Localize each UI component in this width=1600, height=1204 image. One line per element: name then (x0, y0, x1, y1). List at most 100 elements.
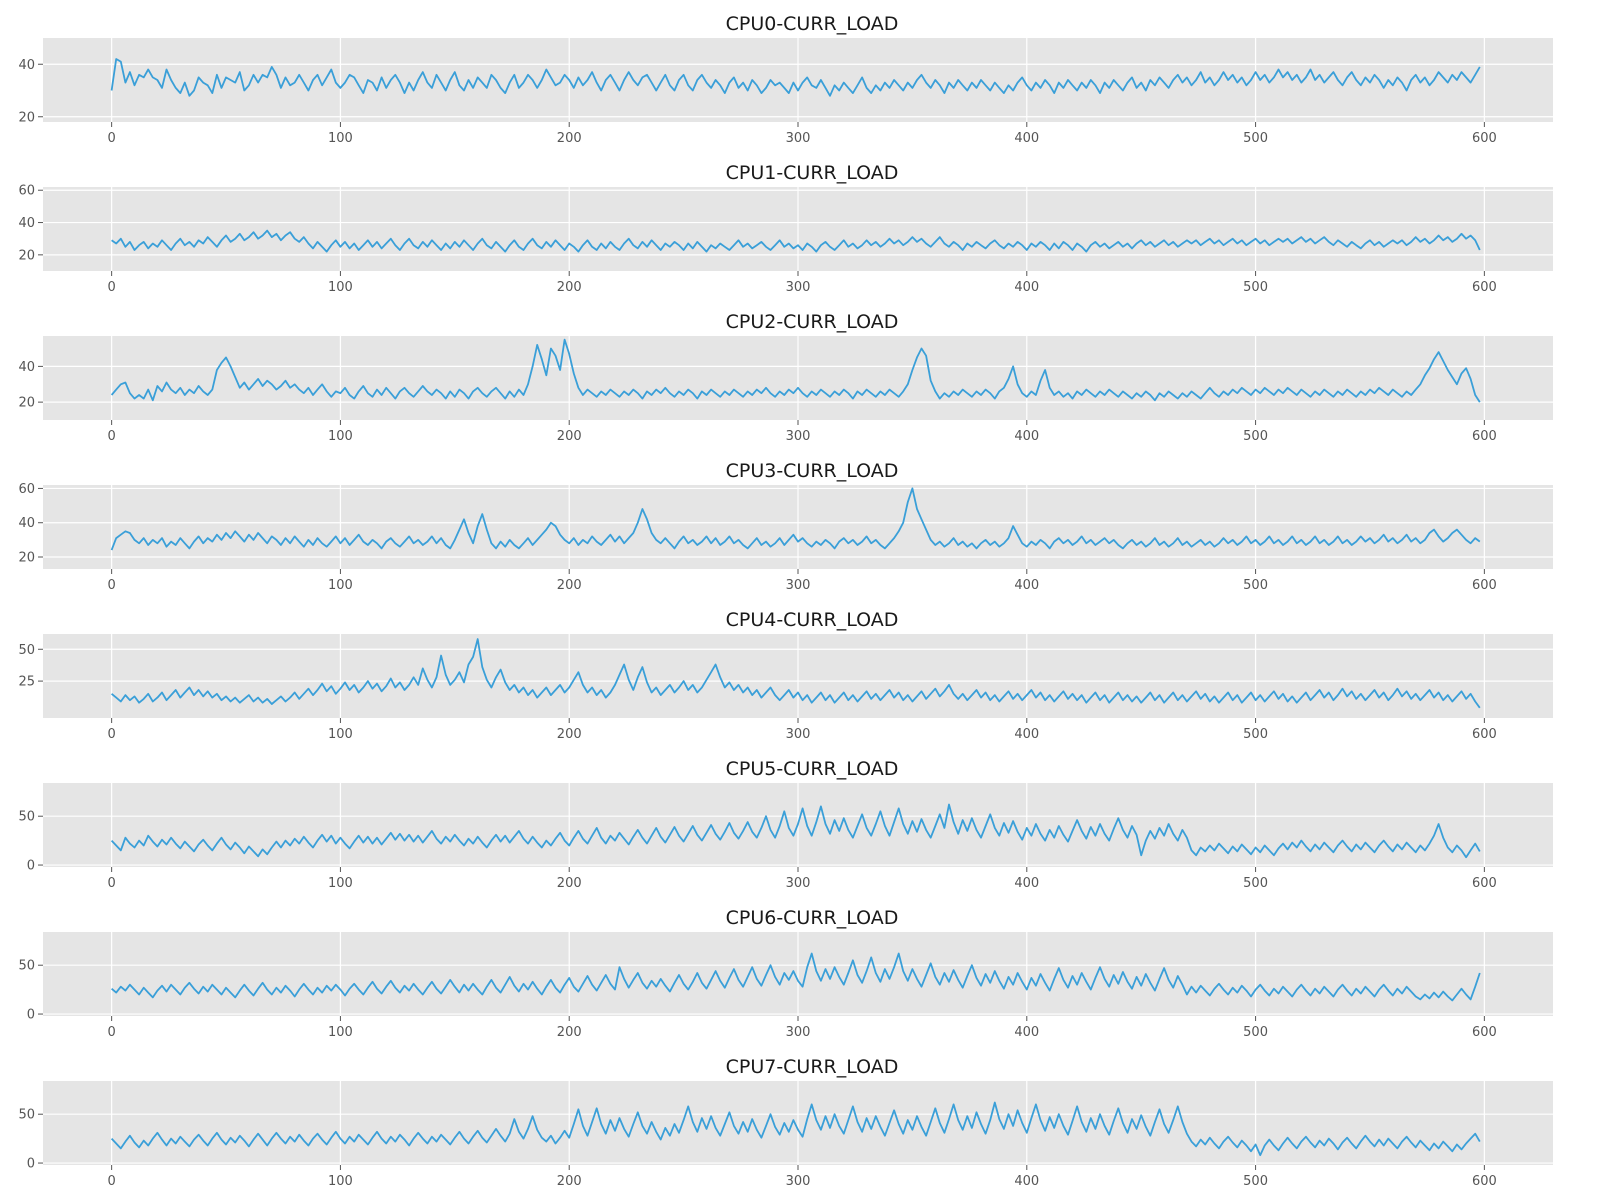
x-tick-label: 600 (1472, 429, 1497, 444)
x-tick-label: 400 (1014, 131, 1039, 146)
y-tick-label: 40 (18, 58, 35, 73)
chart-panel-cpu6: CPU6-CURR_LOAD 0 100 200 300 400 500 600 0 50 (18, 907, 1553, 1040)
x-tick-label: 600 (1472, 578, 1497, 593)
x-tick-label: 300 (786, 727, 811, 742)
y-tick-label: 50 (18, 643, 35, 658)
x-tick-label: 100 (328, 131, 353, 146)
x-tick-label: 500 (1243, 429, 1268, 444)
x-tick-label: 300 (786, 280, 811, 295)
x-tick-label: 300 (786, 429, 811, 444)
panel-title: CPU1-CURR_LOAD (726, 162, 899, 184)
x-tick-label: 300 (786, 876, 811, 891)
x-tick-label: 200 (557, 429, 582, 444)
x-tick-label: 600 (1472, 280, 1497, 295)
x-tick-label: 100 (328, 876, 353, 891)
x-tick-label: 200 (557, 1174, 582, 1189)
x-tick-label: 200 (557, 727, 582, 742)
y-tick-label: 50 (18, 1108, 35, 1123)
x-tick-label: 100 (328, 1174, 353, 1189)
series-line-cpu5 (110, 803, 1481, 859)
x-tick-label: 400 (1014, 280, 1039, 295)
x-tick-label: 600 (1472, 1174, 1497, 1189)
x-tick-label: 300 (786, 131, 811, 146)
x-tick-label: 100 (328, 280, 353, 295)
x-tick-label: 600 (1472, 876, 1497, 891)
x-tick-label: 400 (1014, 578, 1039, 593)
series-line-cpu2 (110, 338, 1481, 403)
x-tick-label: 100 (328, 429, 353, 444)
x-tick-label: 0 (107, 727, 115, 742)
y-tick-label: 40 (18, 360, 35, 375)
chart-panel-cpu7: CPU7-CURR_LOAD 0 100 200 300 400 500 600 0 50 (18, 1056, 1553, 1189)
chart-panel-cpu4: CPU4-CURR_LOAD 0 100 200 300 400 500 600 25 50 (18, 609, 1553, 742)
panel-title: CPU3-CURR_LOAD (726, 460, 899, 482)
y-tick-label: 0 (27, 859, 35, 874)
y-tick-label: 20 (18, 110, 35, 125)
y-tick-label: 60 (18, 184, 35, 199)
x-tick-label: 300 (786, 1174, 811, 1189)
y-tick-label: 25 (18, 675, 35, 690)
x-tick-label: 0 (107, 280, 115, 295)
x-tick-label: 500 (1243, 727, 1268, 742)
x-tick-label: 0 (107, 1174, 115, 1189)
series-line-cpu4 (111, 638, 1481, 709)
y-tick-label: 50 (18, 959, 35, 974)
x-tick-label: 500 (1243, 578, 1268, 593)
x-tick-label: 600 (1472, 131, 1497, 146)
x-tick-label: 200 (557, 1025, 582, 1040)
x-tick-label: 500 (1243, 1025, 1268, 1040)
panel-title: CPU0-CURR_LOAD (726, 13, 899, 35)
x-tick-label: 500 (1243, 280, 1268, 295)
x-tick-label: 600 (1472, 1025, 1497, 1040)
x-tick-label: 100 (328, 1025, 353, 1040)
x-tick-label: 200 (557, 131, 582, 146)
panel-title: CPU7-CURR_LOAD (726, 1056, 899, 1078)
x-tick-label: 0 (107, 429, 115, 444)
y-tick-label: 50 (18, 810, 35, 825)
x-tick-label: 0 (107, 1025, 115, 1040)
panel-title: CPU4-CURR_LOAD (726, 609, 899, 631)
chart-panel-cpu0: CPU0-CURR_LOAD 0 100 200 300 400 500 600 20 40 (18, 13, 1553, 146)
x-tick-label: 400 (1014, 876, 1039, 891)
chart-panel-cpu3: CPU3-CURR_LOAD 0 100 200 300 400 500 600 20 40 60 (18, 460, 1553, 593)
x-tick-label: 0 (107, 131, 115, 146)
x-tick-label: 200 (557, 280, 582, 295)
x-tick-label: 300 (786, 578, 811, 593)
series-line-cpu3 (110, 487, 1481, 551)
x-tick-label: 100 (328, 727, 353, 742)
x-tick-label: 100 (328, 578, 353, 593)
x-tick-label: 0 (107, 876, 115, 891)
x-tick-label: 600 (1472, 727, 1497, 742)
x-tick-label: 400 (1014, 1025, 1039, 1040)
series-line-cpu6 (111, 952, 1481, 1002)
y-tick-label: 20 (18, 396, 35, 411)
x-tick-label: 500 (1243, 131, 1268, 146)
series-line-cpu0 (110, 58, 1481, 97)
x-tick-label: 500 (1243, 876, 1268, 891)
x-tick-label: 200 (557, 578, 582, 593)
panel-title: CPU5-CURR_LOAD (726, 758, 899, 780)
panel-title: CPU6-CURR_LOAD (726, 907, 899, 929)
chart-panel-cpu2: CPU2-CURR_LOAD 0 100 200 300 400 500 600 20 40 (18, 311, 1553, 444)
x-tick-label: 200 (557, 876, 582, 891)
y-tick-label: 60 (18, 482, 35, 497)
y-tick-label: 20 (18, 551, 35, 566)
x-tick-label: 500 (1243, 1174, 1268, 1189)
x-tick-label: 400 (1014, 429, 1039, 444)
panel-title: CPU2-CURR_LOAD (726, 311, 899, 333)
x-tick-label: 0 (107, 578, 115, 593)
series-line-cpu7 (110, 1101, 1481, 1157)
x-tick-label: 400 (1014, 1174, 1039, 1189)
y-tick-label: 40 (18, 516, 35, 531)
x-tick-label: 300 (786, 1025, 811, 1040)
x-tick-label: 400 (1014, 727, 1039, 742)
y-tick-label: 20 (18, 248, 35, 263)
y-tick-label: 0 (27, 1157, 35, 1172)
chart-panel-cpu1: CPU1-CURR_LOAD 0 100 200 300 400 500 600 20 40 60 (18, 162, 1553, 295)
chart-panel-cpu5: CPU5-CURR_LOAD 0 100 200 300 400 500 600 0 50 (18, 758, 1553, 891)
y-tick-label: 40 (18, 216, 35, 231)
series-line-cpu1 (111, 229, 1481, 253)
y-tick-label: 0 (27, 1008, 35, 1023)
